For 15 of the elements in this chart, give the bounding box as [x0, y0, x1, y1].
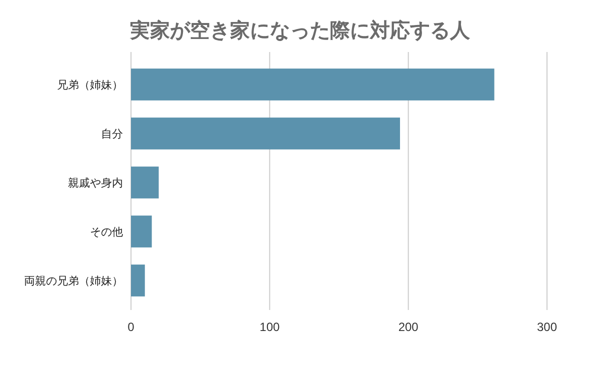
- chart-title: 実家が空き家になった際に対応する人: [129, 19, 471, 42]
- bar: [131, 68, 494, 100]
- x-tick-label: 0: [128, 320, 135, 334]
- bar: [131, 216, 152, 248]
- x-tick-label: 100: [260, 320, 280, 334]
- y-tick-label: 自分: [101, 128, 123, 140]
- bar: [131, 264, 145, 296]
- bar: [131, 118, 400, 150]
- bar: [131, 166, 159, 198]
- y-tick-label: その他: [90, 226, 123, 238]
- x-tick-label: 300: [536, 320, 558, 334]
- y-tick-label: 兄弟（姉妹）: [57, 80, 123, 92]
- y-tick-label: 両親の兄弟（姉妹）: [24, 274, 123, 288]
- y-tick-label: 親戚や身内: [68, 176, 123, 190]
- x-tick-label: 200: [398, 320, 419, 334]
